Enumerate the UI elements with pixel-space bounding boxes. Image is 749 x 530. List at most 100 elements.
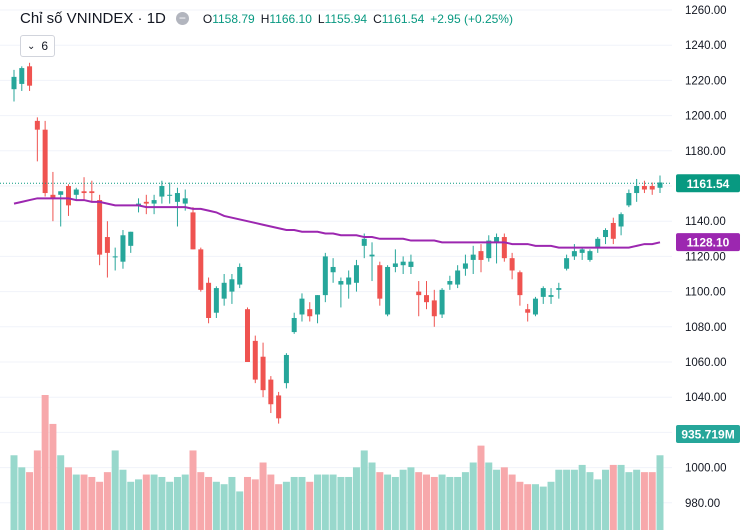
candle bbox=[494, 233, 500, 264]
volume-bar bbox=[430, 476, 438, 530]
volume-badge: 935.719M bbox=[676, 425, 740, 443]
candle bbox=[587, 249, 593, 262]
candle bbox=[299, 293, 305, 322]
change-value: +2.95 (+0.25%) bbox=[430, 11, 513, 26]
y-tick-label: 1220.00 bbox=[685, 75, 727, 87]
volume-bar bbox=[119, 469, 127, 530]
volume-bar bbox=[531, 484, 539, 530]
volume-bar bbox=[633, 469, 641, 530]
volume-bar bbox=[539, 486, 547, 530]
volume-bar bbox=[321, 474, 329, 530]
volume-bar bbox=[415, 472, 423, 530]
high-value: 1166.10 bbox=[269, 11, 312, 26]
volume-bar bbox=[275, 484, 283, 530]
candle bbox=[346, 270, 352, 299]
volume-bar bbox=[563, 469, 571, 530]
volume-bar bbox=[438, 474, 446, 530]
volume-bar bbox=[570, 469, 578, 530]
candle bbox=[431, 289, 437, 327]
y-tick-label: 1120.00 bbox=[685, 251, 726, 263]
volume-bar bbox=[150, 474, 158, 530]
candle bbox=[626, 189, 632, 208]
candle bbox=[151, 194, 157, 215]
volume-bar bbox=[314, 474, 322, 530]
candle bbox=[353, 259, 359, 292]
candle bbox=[532, 296, 538, 317]
volume-bar bbox=[391, 476, 399, 530]
candle bbox=[548, 288, 554, 304]
volume-bar bbox=[80, 474, 88, 530]
chevron-down-icon: ⌄ bbox=[27, 40, 36, 52]
volume-bar bbox=[26, 472, 34, 530]
y-tick-label: 980.00 bbox=[685, 498, 720, 510]
volume-bar bbox=[454, 476, 462, 530]
last-price-badge: 1161.54 bbox=[676, 174, 740, 193]
minus-circle-icon[interactable]: − bbox=[175, 12, 189, 25]
y-tick-label: 1180.00 bbox=[685, 146, 726, 158]
candle bbox=[330, 258, 336, 283]
candle bbox=[408, 254, 414, 274]
candle bbox=[190, 207, 196, 250]
volume-bar bbox=[461, 472, 469, 530]
ohlc-legend: Chỉ số VNINDEX · 1D − O 1158.79 H 1166.1… bbox=[20, 10, 513, 27]
high-key: H bbox=[260, 11, 270, 26]
candle bbox=[610, 217, 616, 245]
volume-bar bbox=[508, 474, 516, 530]
candle bbox=[260, 342, 266, 398]
volume-bar bbox=[88, 476, 96, 530]
volume-bar bbox=[493, 469, 501, 530]
close-value: 1161.54 bbox=[381, 11, 425, 26]
volume-bar bbox=[345, 476, 353, 530]
volume-bar bbox=[368, 462, 376, 530]
svg-text:935.719M: 935.719M bbox=[681, 428, 734, 442]
volume-bar bbox=[220, 484, 228, 530]
volume-bar bbox=[329, 474, 337, 530]
volume-bar bbox=[41, 395, 49, 530]
candle bbox=[81, 177, 87, 201]
candle bbox=[525, 303, 531, 322]
candle bbox=[540, 286, 546, 304]
volume-bar bbox=[337, 476, 345, 530]
volume-bar bbox=[477, 445, 485, 530]
candle bbox=[501, 233, 507, 262]
volume-bar bbox=[485, 462, 493, 530]
volume-bar bbox=[609, 464, 617, 530]
low-key: L bbox=[317, 11, 325, 26]
candle bbox=[315, 295, 321, 324]
candle bbox=[603, 228, 609, 245]
volume-bar bbox=[212, 481, 220, 530]
volume-bar bbox=[33, 450, 41, 530]
volume-bar bbox=[617, 464, 625, 530]
y-tick-label: 1000.00 bbox=[685, 463, 727, 475]
volume-bar bbox=[290, 476, 298, 530]
candle bbox=[556, 282, 562, 299]
candle bbox=[595, 237, 601, 253]
volume-bar bbox=[423, 474, 431, 530]
volume-bar bbox=[298, 476, 306, 530]
price-axis[interactable]: 1260.001240.001220.001200.001180.001160.… bbox=[672, 0, 749, 530]
volume-bar bbox=[111, 450, 119, 530]
candle bbox=[486, 235, 492, 262]
volume-bar bbox=[555, 469, 563, 530]
candle bbox=[11, 69, 17, 102]
candle bbox=[478, 244, 484, 273]
symbol-title[interactable]: Chỉ số VNINDEX · 1D bbox=[20, 10, 166, 27]
axis-labels: 1161.54 1128.10 935.719M bbox=[676, 174, 740, 443]
y-tick-label: 1260.00 bbox=[685, 5, 727, 17]
candle bbox=[244, 307, 250, 362]
volume-bar bbox=[243, 476, 251, 530]
volume-bar bbox=[516, 481, 524, 530]
volume-bar bbox=[205, 476, 213, 530]
candle bbox=[198, 247, 204, 292]
volume-bar bbox=[189, 450, 197, 530]
volume-bar bbox=[103, 472, 111, 530]
candle bbox=[128, 231, 134, 253]
candle bbox=[104, 221, 110, 278]
candle bbox=[167, 182, 173, 204]
indicator-toggle[interactable]: ⌄ 6 bbox=[20, 35, 56, 57]
volume-bar bbox=[142, 474, 150, 530]
candle bbox=[641, 180, 647, 194]
volume-bar bbox=[173, 476, 181, 530]
candle bbox=[509, 252, 515, 280]
